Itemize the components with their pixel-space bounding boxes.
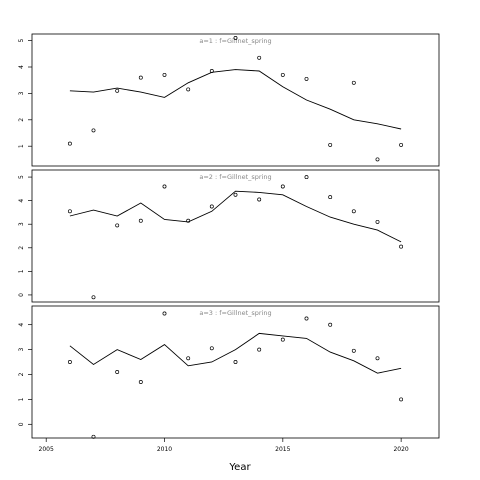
data-point (67, 360, 72, 364)
y-tick-label: 3 (18, 347, 25, 351)
panel-frame (31, 33, 440, 167)
data-point (138, 75, 143, 80)
data-point (115, 370, 120, 374)
data-point (162, 311, 167, 316)
data-point (233, 192, 238, 197)
y-tick-label: 5 (18, 39, 25, 43)
y-tick-label: 3 (18, 91, 25, 95)
data-point (280, 337, 285, 342)
y-tick-label: 1 (18, 397, 25, 401)
series-line-fitted (69, 190, 402, 243)
data-point (375, 157, 380, 162)
panel-1: a=1 : f=Gillnet_spring 1 2 3 4 5 (18, 33, 440, 167)
data-point (304, 316, 309, 321)
data-point (91, 295, 96, 300)
y-tick-label: 2 (18, 372, 25, 376)
data-point (209, 346, 214, 351)
y-tick-label: 4 (18, 65, 25, 69)
panel-title: a=3 : f=Gillnet_spring (199, 309, 271, 317)
data-point (67, 209, 72, 214)
panel-title: a=1 : f=Gillnet_spring (199, 37, 271, 45)
data-point (304, 76, 309, 81)
data-point (399, 397, 404, 402)
data-point (91, 128, 96, 133)
data-point (328, 195, 333, 200)
data-point (186, 218, 191, 223)
data-point (351, 209, 356, 214)
data-point (328, 142, 333, 147)
data-point (280, 184, 285, 189)
y-tick-label: 0 (18, 293, 25, 297)
data-point (162, 184, 167, 189)
data-point (91, 434, 96, 439)
x-tick-label: 2010 (157, 446, 172, 453)
y-tick-label: 5 (18, 175, 25, 179)
x-tick-label: 2015 (275, 446, 290, 453)
data-point (233, 36, 238, 40)
panel-2: a=2 : f=Gillnet_spring 0 1 2 3 4 5 (18, 169, 440, 303)
y-tick-label: 2 (18, 118, 25, 122)
data-point (399, 244, 404, 249)
y-tick-label: 2 (18, 246, 25, 250)
data-point (186, 356, 191, 361)
data-point (138, 380, 143, 384)
data-point (280, 72, 285, 77)
data-point (375, 356, 380, 361)
data-point (257, 347, 262, 352)
data-point (257, 197, 262, 202)
y-tick-label: 0 (18, 422, 25, 426)
data-point (162, 72, 167, 77)
data-point (209, 204, 214, 209)
data-point (304, 175, 309, 180)
panel-frame (31, 305, 440, 439)
series-line-fitted (69, 69, 402, 130)
data-point (67, 141, 72, 146)
x-axis-title: Year (228, 462, 251, 473)
data-point (375, 219, 380, 224)
data-point (115, 223, 120, 228)
panel-title: a=2 : f=Gillnet_spring (199, 173, 271, 181)
y-tick-label: 4 (18, 199, 25, 203)
data-point (186, 87, 191, 92)
y-tick-label: 4 (18, 323, 25, 327)
y-tick-label: 1 (18, 269, 25, 273)
panel-3: a=3 : f=Gillnet_spring 0 1 2 3 4 (18, 305, 440, 439)
y-tick-label: 3 (18, 222, 25, 226)
data-point (209, 69, 214, 73)
y-tick-label: 1 (18, 144, 25, 148)
data-point (399, 142, 404, 147)
panel-frame (31, 169, 440, 303)
series-line-fitted (69, 332, 402, 374)
x-tick-label: 2020 (393, 446, 408, 453)
data-point (328, 322, 333, 327)
data-point (351, 80, 356, 85)
data-point (257, 55, 262, 60)
data-point (115, 88, 120, 93)
data-point (351, 348, 356, 353)
data-point (233, 360, 238, 364)
x-tick-label: 2005 (39, 446, 54, 453)
data-point (138, 218, 143, 223)
